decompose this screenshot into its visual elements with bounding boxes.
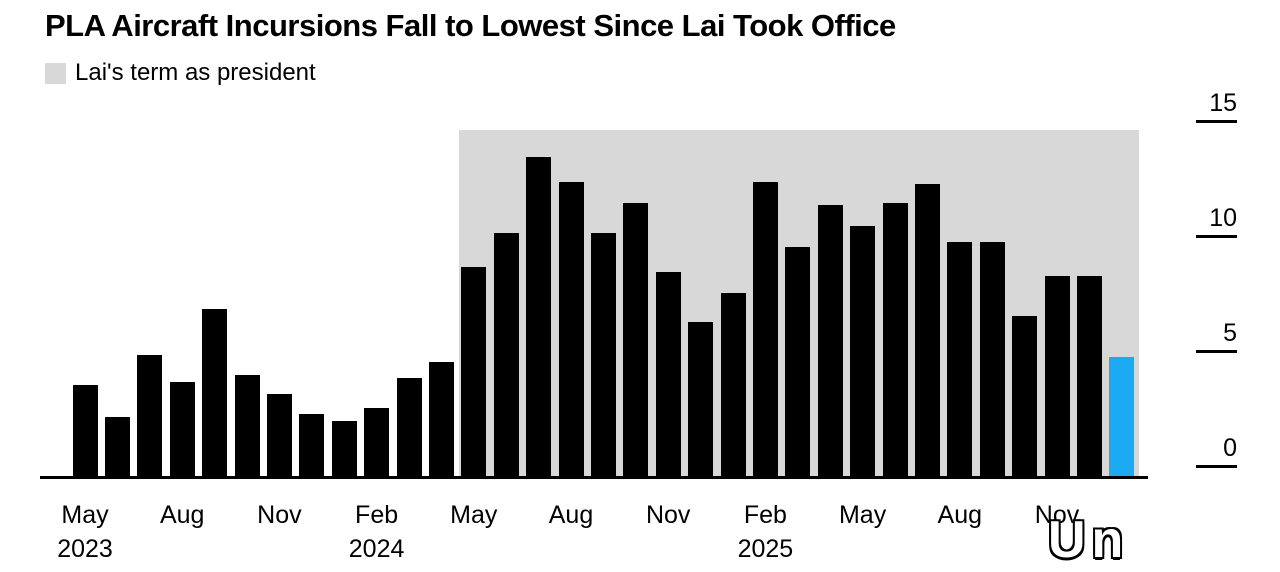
- bar-sep-2025: [979, 241, 1005, 476]
- x-axis-label-month: Feb: [355, 501, 399, 529]
- bar-apr-2024: [428, 361, 454, 476]
- chart-title: PLA Aircraft Incursions Fall to Lowest S…: [45, 8, 896, 43]
- y-axis-label: 0: [1223, 434, 1237, 462]
- bar-jul-2024: [526, 156, 552, 476]
- x-axis-label-month: Aug: [159, 501, 205, 529]
- x-axis-label-month: Aug: [548, 501, 594, 529]
- y-axis-tick: [1196, 235, 1237, 238]
- x-axis-label-year: 2023: [57, 535, 113, 563]
- x-axis-label-month: Nov: [257, 501, 302, 529]
- bar-oct-2025: [1012, 315, 1038, 476]
- watermark: Un: [1048, 511, 1130, 569]
- bar-nov-2024: [655, 271, 681, 476]
- bar-aug-2023: [169, 382, 195, 476]
- x-axis-label-year: 2025: [737, 535, 794, 563]
- x-axis-label-month: Nov: [645, 501, 691, 529]
- x-axis-line: [40, 476, 1148, 479]
- x-axis-label-year: 2024: [348, 535, 405, 563]
- bar-oct-2024: [623, 202, 649, 476]
- bar-mar-2024: [396, 377, 422, 476]
- y-axis-tick: [1196, 350, 1237, 353]
- bar-may-2023: [72, 384, 98, 476]
- bar-current-month-highlight: [1109, 356, 1135, 476]
- bar-jun-2024: [493, 232, 519, 476]
- bar-jan-2025: [720, 292, 746, 476]
- x-axis-label-month: May: [450, 501, 498, 529]
- bar-dec-2025: [1076, 276, 1102, 476]
- bar-sep-2024: [590, 232, 616, 476]
- bar-nov-2025: [1044, 276, 1070, 476]
- bar-feb-2024: [364, 407, 390, 476]
- y-axis-tick: [1196, 465, 1237, 468]
- x-axis-label-month: May: [61, 501, 109, 529]
- y-axis-label: 15: [1209, 89, 1237, 117]
- legend-swatch: [45, 62, 66, 84]
- bar-jul-2023: [137, 354, 163, 476]
- x-axis-label-month: Feb: [743, 501, 787, 529]
- bar-aug-2025: [947, 241, 973, 476]
- bar-oct-2023: [234, 375, 260, 476]
- bar-jun-2025: [882, 202, 908, 476]
- legend: Lai's term as president: [45, 59, 316, 87]
- y-axis-tick: [1196, 120, 1237, 123]
- bar-dec-2023: [299, 414, 325, 476]
- bar-jun-2023: [104, 416, 130, 476]
- bar-sep-2023: [202, 308, 228, 476]
- x-axis-label-month: Nov: [1034, 501, 1080, 529]
- bar-feb-2025: [752, 182, 778, 476]
- x-axis-label-month: Aug: [937, 501, 983, 529]
- y-axis-label: 5: [1223, 319, 1237, 347]
- y-axis-label: 10: [1209, 204, 1237, 232]
- bar-may-2024: [461, 267, 487, 476]
- bar-jan-2024: [331, 421, 357, 476]
- bar-jul-2025: [914, 184, 940, 476]
- legend-label: Lai's term as president: [75, 59, 316, 86]
- bar-may-2025: [850, 225, 876, 476]
- bar-nov-2023: [266, 393, 292, 476]
- x-axis-label-month: May: [838, 501, 887, 529]
- bar-dec-2024: [688, 322, 714, 476]
- bar-aug-2024: [558, 182, 584, 476]
- bar-mar-2025: [785, 246, 811, 476]
- bar-apr-2025: [817, 205, 843, 476]
